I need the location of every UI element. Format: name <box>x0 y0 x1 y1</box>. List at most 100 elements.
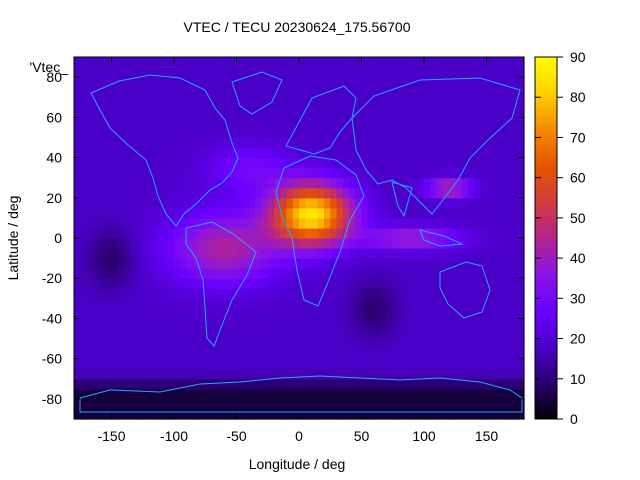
heatmap-cell <box>399 97 406 108</box>
heatmap-cell <box>217 57 225 68</box>
heatmap-cell <box>405 157 413 169</box>
heatmap-cell <box>242 258 250 269</box>
heatmap-cell <box>286 248 294 259</box>
heatmap-cell <box>249 77 256 88</box>
heatmap-cell <box>517 147 525 159</box>
heatmap-cell <box>336 318 344 330</box>
heatmap-cell <box>324 117 331 128</box>
heatmap-cell <box>305 167 313 179</box>
heatmap-cell <box>367 348 375 360</box>
heatmap-cell <box>380 67 388 78</box>
heatmap-cell <box>117 167 125 179</box>
heatmap-cell <box>461 117 469 128</box>
heatmap-cell <box>492 368 500 380</box>
heatmap-cell <box>199 57 206 68</box>
heatmap-cell <box>242 207 250 219</box>
heatmap-cell <box>430 107 438 118</box>
heatmap-cell <box>511 288 519 299</box>
heatmap-cell <box>161 87 169 98</box>
heatmap-cell <box>249 288 256 299</box>
heatmap-cell <box>499 258 506 269</box>
heatmap-cell <box>111 67 119 78</box>
heatmap-cell <box>92 117 100 128</box>
heatmap-cell <box>92 338 100 350</box>
heatmap-cell <box>305 408 313 420</box>
heatmap-cell <box>80 167 88 179</box>
heatmap-cell <box>217 298 225 309</box>
heatmap-cell <box>230 278 238 289</box>
heatmap-cell <box>299 298 306 309</box>
heatmap-cell <box>480 348 488 360</box>
heatmap-cell <box>111 187 119 199</box>
heatmap-cell <box>242 137 250 149</box>
heatmap-cell <box>349 408 356 420</box>
heatmap-cell <box>367 197 375 209</box>
heatmap-cell <box>155 248 163 259</box>
heatmap-cell <box>417 57 425 68</box>
heatmap-cell <box>355 67 363 78</box>
heatmap-cell <box>249 207 256 219</box>
heatmap-cell <box>349 258 356 269</box>
heatmap-cell <box>92 187 100 199</box>
heatmap-cell <box>92 147 100 159</box>
heatmap-cell <box>342 187 350 199</box>
heatmap-cell <box>105 288 113 299</box>
heatmap-cell <box>167 207 175 219</box>
heatmap-cell <box>499 177 506 189</box>
heatmap-cell <box>299 388 306 400</box>
heatmap-cell <box>292 217 300 229</box>
heatmap-cell <box>274 398 281 410</box>
heatmap-cell <box>280 308 288 320</box>
heatmap-cell <box>280 147 288 159</box>
heatmap-cell <box>249 147 256 159</box>
heatmap-cell <box>311 97 319 108</box>
heatmap-cell <box>492 408 500 420</box>
heatmap-cell <box>480 358 488 370</box>
heatmap-cell <box>161 167 169 179</box>
heatmap-cell <box>380 227 388 239</box>
heatmap-cell <box>117 197 125 209</box>
heatmap-cell <box>311 358 319 370</box>
heatmap-cell <box>211 318 219 330</box>
heatmap-cell <box>405 177 413 189</box>
heatmap-cell <box>317 147 325 159</box>
heatmap-cell <box>467 308 475 320</box>
heatmap-cell <box>349 197 356 209</box>
heatmap-cell <box>236 137 244 149</box>
heatmap-cell <box>217 217 225 229</box>
heatmap-cell <box>374 197 381 209</box>
heatmap-cell <box>399 298 406 309</box>
heatmap-cell <box>486 388 494 400</box>
heatmap-cell <box>411 388 419 400</box>
heatmap-cell <box>255 107 263 118</box>
heatmap-cell <box>411 298 419 309</box>
heatmap-cell <box>286 107 294 118</box>
heatmap-cell <box>211 378 219 390</box>
heatmap-cell <box>324 67 331 78</box>
heatmap-cell <box>467 268 475 279</box>
heatmap-cell <box>224 348 231 360</box>
heatmap-cell <box>249 268 256 279</box>
heatmap-cell <box>442 258 450 269</box>
heatmap-cell <box>342 137 350 149</box>
heatmap-cell <box>205 167 213 179</box>
heatmap-cell <box>349 298 356 309</box>
heatmap-cell <box>130 177 138 189</box>
heatmap-cell <box>442 248 450 259</box>
heatmap-cell <box>455 147 463 159</box>
heatmap-cell <box>317 67 325 78</box>
heatmap-cell <box>274 348 281 360</box>
heatmap-cell <box>467 167 475 179</box>
heatmap-cell <box>349 177 356 189</box>
heatmap-cell <box>511 127 519 139</box>
heatmap-cell <box>461 57 469 68</box>
heatmap-cell <box>405 398 413 410</box>
heatmap-cell <box>142 57 150 68</box>
heatmap-cell <box>161 177 169 189</box>
heatmap-cell <box>461 248 469 259</box>
heatmap-cell <box>330 167 338 179</box>
heatmap-cell <box>499 167 506 179</box>
heatmap-cell <box>117 107 125 118</box>
heatmap-cell <box>417 147 425 159</box>
heatmap-cell <box>136 378 144 390</box>
